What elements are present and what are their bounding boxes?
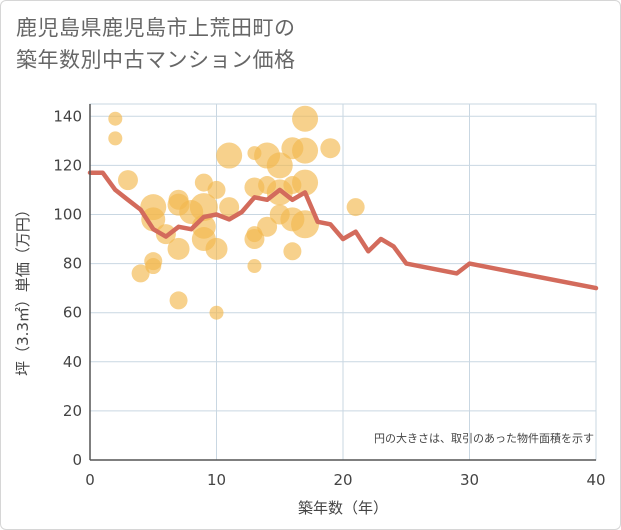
y-tick-label: 140 xyxy=(53,107,82,125)
y-tick-label: 100 xyxy=(53,205,82,223)
bubble-point xyxy=(117,170,138,191)
y-tick-label: 40 xyxy=(63,353,82,371)
x-tick-label: 30 xyxy=(460,471,479,489)
bubble-point xyxy=(247,259,262,274)
bubble-point xyxy=(108,131,123,146)
bubble-point xyxy=(266,152,293,179)
trend-line-series xyxy=(87,170,599,291)
y-tick-label: 80 xyxy=(63,255,82,273)
title-line-2: 築年数別中古マンション価格 xyxy=(16,48,296,72)
bubble-point xyxy=(292,105,319,132)
size-note: 円の大きさは、取引のあった物件面積を示す xyxy=(374,431,594,445)
bubble-point xyxy=(219,197,240,218)
bubble-point xyxy=(167,237,190,260)
bubble-point xyxy=(108,111,123,126)
bubble-point xyxy=(141,207,166,232)
bubble-point xyxy=(131,264,150,283)
bubble-point xyxy=(257,216,278,237)
bubble-series xyxy=(108,105,365,320)
bubble-point xyxy=(320,138,341,159)
bubble-point xyxy=(145,258,162,275)
x-axis-label: 築年数（年） xyxy=(298,499,388,517)
x-tick-label: 10 xyxy=(207,471,226,489)
bubble-point xyxy=(216,142,243,169)
bubble-point xyxy=(207,180,226,199)
x-tick-label: 40 xyxy=(586,471,605,489)
axes: 0 20 40 60 80 100 120 140 0 10 20 30 40 xyxy=(53,104,606,489)
trend-line xyxy=(87,170,599,291)
y-tick-label: 60 xyxy=(63,304,82,322)
title-line-1: 鹿児島県鹿児島市上荒田町の xyxy=(16,16,296,40)
bubble-point xyxy=(209,305,224,320)
y-tick-label: 0 xyxy=(72,451,82,469)
chart-title: 鹿児島県鹿児島市上荒田町の 築年数別中古マンション価格 xyxy=(16,12,296,76)
x-tick-label: 0 xyxy=(85,471,95,489)
bubble-point xyxy=(346,198,365,217)
bubble-point xyxy=(169,291,188,310)
bubble-point xyxy=(291,210,320,239)
bubble-point xyxy=(292,137,319,164)
y-axis-label: 坪（3.3㎡）単価（万円） xyxy=(14,202,32,376)
bubble-point xyxy=(244,229,265,250)
x-tick-label: 20 xyxy=(333,471,352,489)
y-tick-label: 20 xyxy=(63,402,82,420)
bubble-point xyxy=(283,242,302,261)
y-tick-label: 120 xyxy=(53,156,82,174)
bubble-point xyxy=(205,237,228,260)
bubble-point xyxy=(292,169,319,196)
grid xyxy=(89,103,597,461)
